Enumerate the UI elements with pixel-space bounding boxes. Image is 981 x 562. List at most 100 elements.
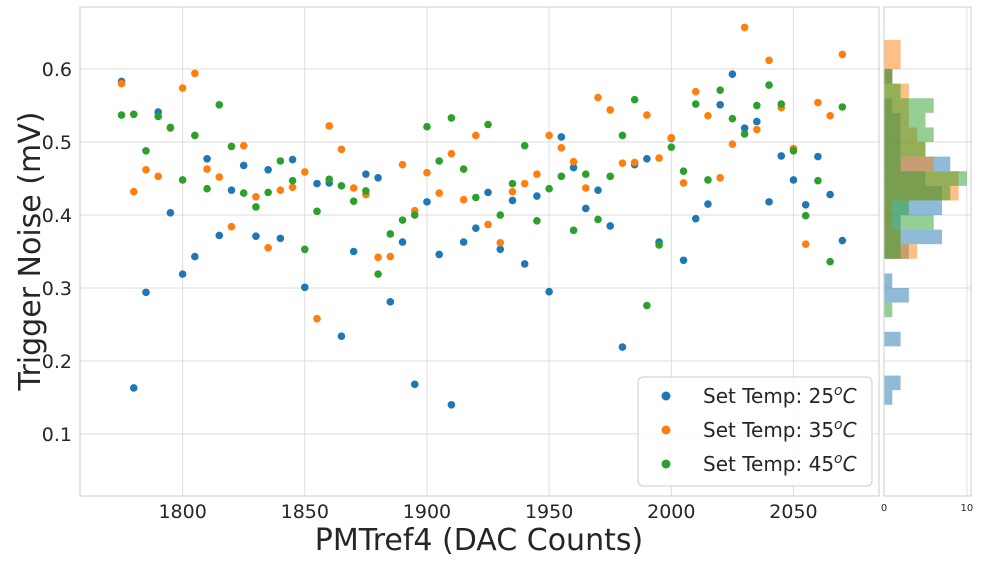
data-point bbox=[459, 195, 468, 204]
data-point bbox=[814, 98, 822, 107]
data-point bbox=[618, 159, 627, 167]
x-axis-label: PMTref4 (DAC Counts) bbox=[315, 523, 643, 558]
legend-label-unit: C bbox=[843, 384, 857, 408]
histogram-bar bbox=[884, 171, 967, 186]
data-point bbox=[423, 168, 431, 177]
data-point bbox=[239, 189, 248, 197]
data-point bbox=[423, 198, 431, 206]
data-point bbox=[728, 114, 737, 123]
data-point bbox=[166, 209, 175, 217]
histogram-x-tick-labels: 0 10 bbox=[881, 503, 973, 514]
data-point bbox=[765, 56, 773, 65]
data-point bbox=[191, 69, 199, 78]
main-plot-points bbox=[117, 23, 847, 409]
data-point bbox=[728, 70, 737, 78]
data-point bbox=[142, 288, 150, 297]
histogram-bar bbox=[884, 200, 909, 216]
data-point bbox=[826, 111, 834, 120]
data-point bbox=[716, 86, 724, 95]
histogram-bar bbox=[884, 54, 901, 70]
data-point bbox=[191, 131, 199, 140]
data-point bbox=[801, 240, 810, 249]
data-point bbox=[252, 192, 260, 201]
data-point bbox=[606, 172, 615, 181]
histogram-bar bbox=[884, 331, 901, 347]
data-point bbox=[386, 298, 395, 306]
data-point bbox=[801, 200, 810, 209]
histogram-bar bbox=[884, 390, 893, 405]
data-point bbox=[557, 172, 566, 181]
main-plot-frame bbox=[79, 6, 880, 497]
data-point bbox=[166, 123, 175, 132]
histogram-bar bbox=[884, 185, 951, 201]
data-point bbox=[594, 186, 602, 194]
data-point bbox=[581, 170, 590, 178]
data-point bbox=[410, 380, 419, 389]
data-point bbox=[826, 257, 834, 266]
data-point bbox=[227, 142, 236, 151]
data-point bbox=[435, 250, 443, 259]
data-point bbox=[679, 256, 688, 265]
data-point bbox=[362, 170, 370, 178]
data-point bbox=[716, 173, 724, 182]
data-point bbox=[643, 111, 651, 119]
data-point bbox=[533, 170, 541, 178]
data-point bbox=[838, 50, 847, 59]
histogram-bar bbox=[884, 287, 909, 303]
data-point bbox=[581, 204, 590, 213]
data-point bbox=[129, 110, 138, 119]
histogram-bar bbox=[884, 215, 934, 230]
data-point bbox=[520, 260, 529, 268]
x-tick-label: 2000 bbox=[647, 501, 695, 523]
data-point bbox=[472, 193, 480, 202]
data-point bbox=[374, 270, 382, 278]
data-point bbox=[349, 197, 358, 205]
legend-label: Set Temp: 35oC bbox=[703, 417, 857, 442]
histogram-bar bbox=[884, 39, 901, 55]
legend-box bbox=[637, 376, 873, 487]
data-point bbox=[496, 245, 505, 254]
histogram-bar bbox=[884, 142, 926, 157]
data-point bbox=[313, 314, 321, 323]
data-point bbox=[264, 244, 272, 252]
histogram-bar bbox=[884, 375, 901, 391]
histogram-bar bbox=[884, 244, 901, 259]
data-point bbox=[838, 103, 847, 111]
y-tick-label: 0.2 bbox=[42, 351, 72, 373]
data-point bbox=[472, 131, 480, 140]
legend-label-text: Set Temp: 25 bbox=[703, 384, 834, 408]
histogram-bar bbox=[884, 273, 893, 288]
data-point bbox=[618, 131, 627, 140]
data-point bbox=[423, 122, 431, 131]
data-point bbox=[569, 163, 578, 172]
data-point bbox=[313, 179, 321, 188]
data-point bbox=[606, 106, 615, 114]
data-point bbox=[362, 187, 370, 195]
data-point bbox=[777, 152, 786, 160]
data-point bbox=[227, 186, 236, 194]
x-tick-label: 1950 bbox=[525, 501, 573, 523]
data-point bbox=[643, 301, 651, 310]
histogram-bars bbox=[884, 39, 967, 405]
data-point bbox=[679, 179, 688, 187]
data-point bbox=[716, 101, 724, 109]
histogram-bar bbox=[884, 83, 901, 99]
y-tick-label: 0.6 bbox=[42, 59, 72, 81]
data-point bbox=[545, 184, 553, 193]
y-axis-label: Trigger Noise (mV) bbox=[13, 112, 48, 392]
data-point bbox=[545, 287, 553, 296]
main-y-tick-labels: 0.1 0.2 0.3 0.4 0.5 0.6 bbox=[42, 59, 72, 446]
data-point bbox=[569, 226, 578, 235]
data-point bbox=[557, 144, 566, 152]
legend-marker bbox=[661, 459, 671, 469]
data-point bbox=[643, 155, 651, 163]
data-point bbox=[252, 203, 260, 211]
legend-marker bbox=[661, 391, 671, 401]
data-point bbox=[753, 117, 761, 126]
data-point bbox=[789, 146, 798, 155]
data-point bbox=[129, 187, 138, 196]
data-point bbox=[178, 270, 187, 278]
data-point bbox=[740, 124, 749, 132]
data-point bbox=[814, 176, 822, 185]
